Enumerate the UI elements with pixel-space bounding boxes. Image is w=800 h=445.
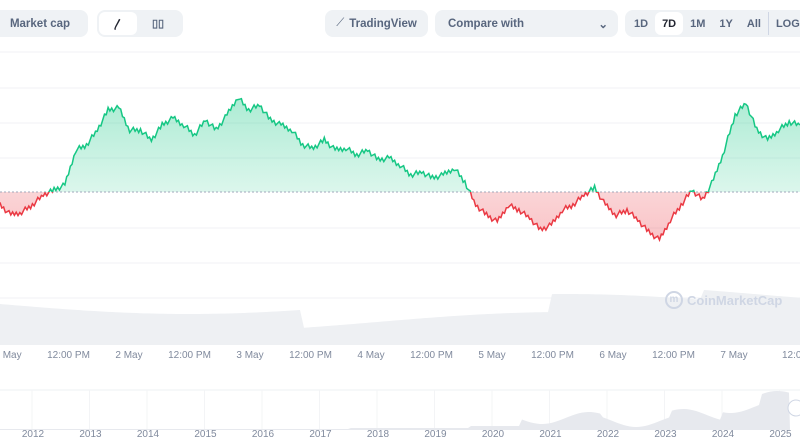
candlestick-button[interactable]: ▯▯ [137, 12, 179, 35]
overview-year-label: 2022 [596, 429, 620, 440]
market-cap-label: Market cap [9, 17, 71, 30]
overview-year-label: 2014 [136, 429, 160, 440]
price-area-down [0, 192, 800, 240]
compare-with-select[interactable]: Compare with ⌄ [435, 10, 618, 37]
x-axis-label: 4 May [357, 350, 385, 361]
compare-label: Compare with [448, 17, 525, 30]
x-axis-label: 12:00 PM [652, 350, 695, 361]
watermark-text: CoinMarketCap [687, 292, 783, 308]
overview-year-label: 2017 [309, 429, 332, 440]
price-area-up [0, 98, 800, 192]
chevron-down-icon: ⌄ [598, 18, 608, 31]
range-all[interactable]: All [746, 17, 761, 30]
overview-year-label: 2016 [251, 429, 275, 440]
cmc-logo-icon: m [665, 291, 683, 309]
range-selector: 1D 7D 1M 1Y All LOG [625, 10, 800, 37]
overview-year-label: 2020 [481, 429, 505, 440]
navigator-handle [787, 399, 800, 417]
price-line-up [44, 97, 800, 192]
x-axis-label: 5 May [478, 350, 506, 361]
overview-year-label: 2019 [424, 429, 447, 440]
overview-year-label: 2023 [654, 429, 677, 440]
overview-year-label: 2012 [21, 429, 45, 440]
overview-year-label: 2013 [79, 429, 102, 440]
x-axis-label: 12:00 PM [47, 350, 90, 361]
x-axis-label: 12:00 PM [289, 350, 332, 361]
overview-year-label: 2018 [366, 429, 390, 440]
overview-navigator[interactable] [0, 385, 800, 445]
market-cap-button[interactable]: Market cap [0, 10, 88, 37]
chart-type-toggle: 〳 ▯▯ [97, 10, 183, 37]
range-1m[interactable]: 1M [690, 17, 706, 30]
overview-year-label: 2021 [539, 429, 562, 440]
line-chart-button[interactable]: 〳 [99, 12, 137, 35]
overview-year-label: 2024 [711, 429, 735, 440]
range-1d[interactable]: 1D [634, 17, 649, 30]
price-line-down [0, 192, 710, 243]
x-axis-label: 6 May [599, 350, 627, 361]
x-axis-label: 3 May [236, 350, 264, 361]
x-axis-label: 7 May [720, 350, 748, 361]
x-axis-label: 12:00 PM [410, 350, 453, 361]
tradingview-button[interactable]: ⟋ TradingView [325, 10, 428, 37]
x-axis-label: 12:00 [781, 350, 800, 361]
x-axis-label: 1 May [0, 350, 22, 361]
x-axis-label: 12:00 PM [168, 350, 211, 361]
x-axis-label: 12:00 PM [531, 350, 574, 361]
candlestick-icon: ▯▯ [151, 18, 165, 30]
range-1y[interactable]: 1Y [719, 17, 733, 30]
tradingview-icon: ⟋ [336, 17, 345, 29]
coinmarketcap-watermark: m CoinMarketCap [665, 291, 782, 309]
overview-area [0, 391, 790, 430]
tradingview-label: TradingView [349, 17, 417, 30]
range-7d[interactable]: 7D [655, 12, 684, 35]
line-chart-icon: 〳 [112, 18, 124, 31]
range-log[interactable]: LOG [767, 12, 800, 35]
x-axis-label: 2 May [115, 350, 143, 361]
volume-area [0, 289, 800, 345]
price-chart[interactable] [0, 0, 800, 345]
overview-year-label: 2015 [194, 429, 217, 440]
overview-year-label: 2025 [769, 429, 792, 440]
